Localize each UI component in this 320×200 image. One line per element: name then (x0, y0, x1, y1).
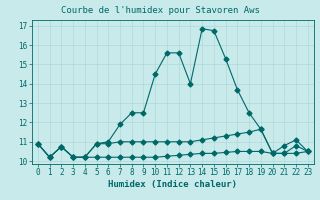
Text: Courbe de l'humidex pour Stavoren Aws: Courbe de l'humidex pour Stavoren Aws (60, 6, 260, 15)
X-axis label: Humidex (Indice chaleur): Humidex (Indice chaleur) (108, 180, 237, 189)
